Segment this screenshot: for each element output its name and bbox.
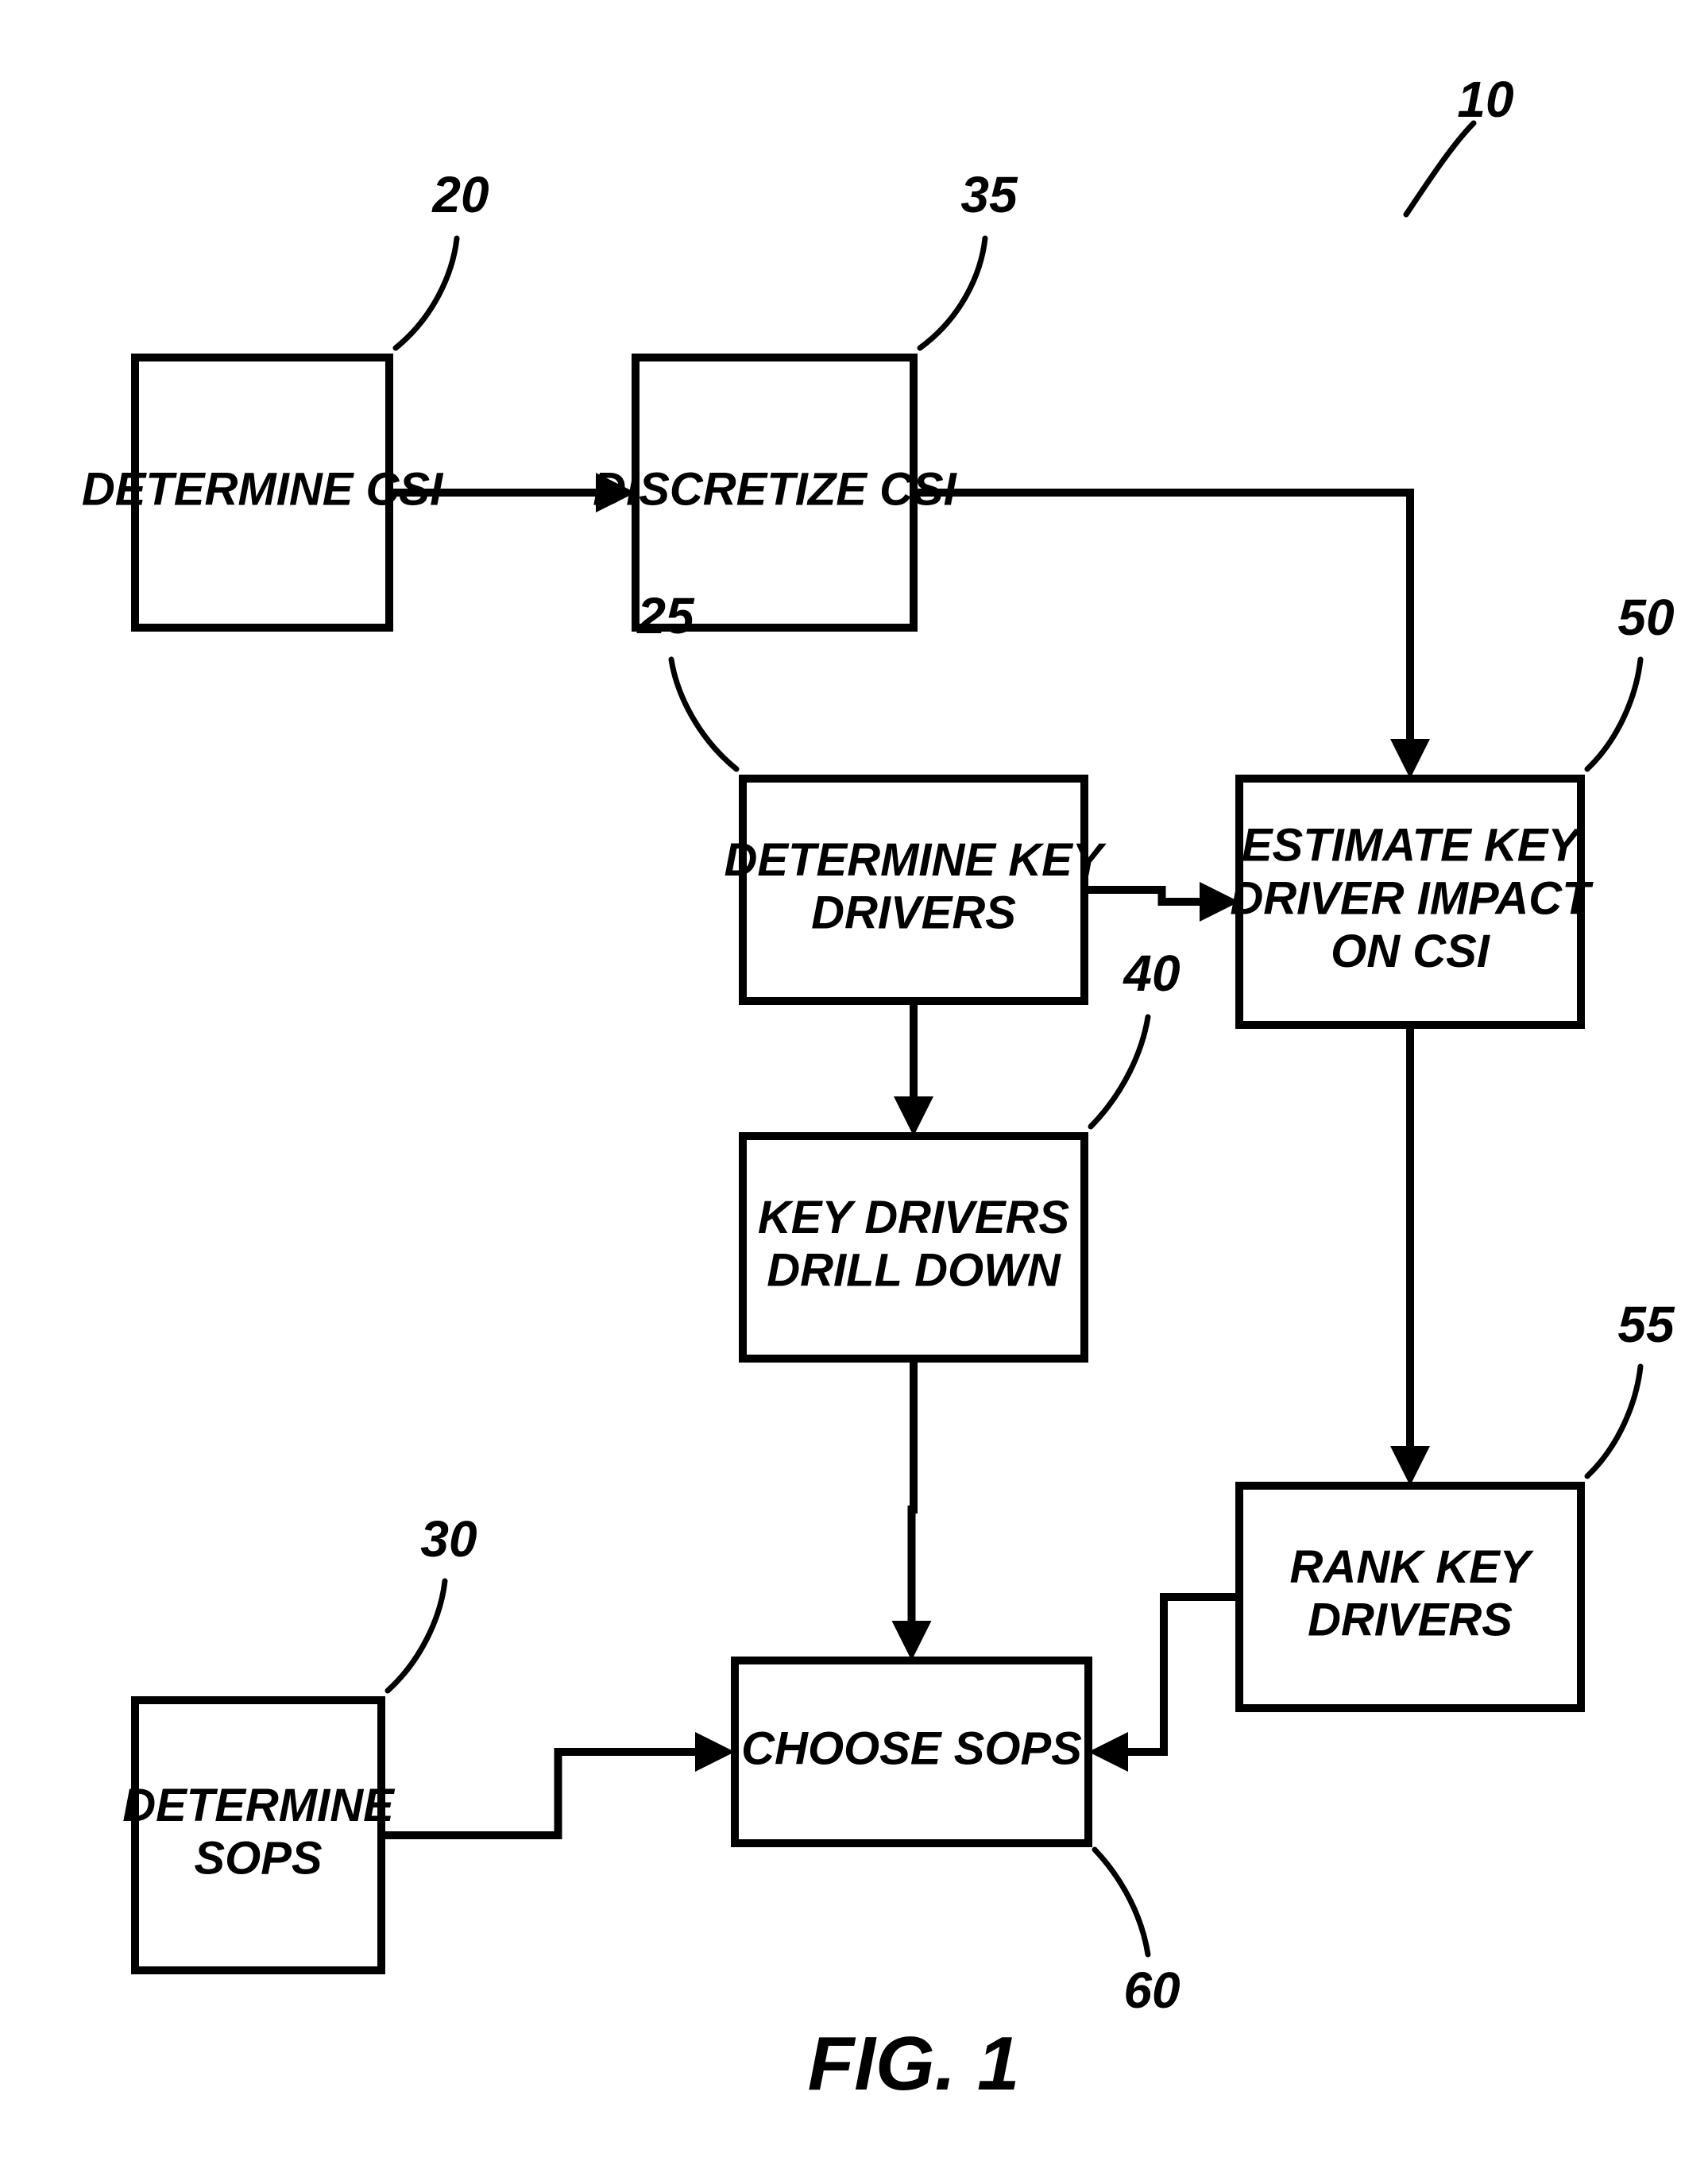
node-text: ESTIMATE KEY [1242, 820, 1583, 872]
node-text: DETERMINE KEY [725, 834, 1107, 886]
flow-edge [912, 1359, 914, 1621]
node-ref-number: 30 [420, 1510, 477, 1568]
leader-line [396, 238, 457, 348]
diagram-leader [1406, 123, 1474, 215]
arrow-head [1390, 739, 1430, 779]
node-text: CHOOSE SOPS [741, 1722, 1082, 1774]
flow-node-n30: DETERMINESOPS 30 [122, 1510, 477, 1970]
arrow-head [1390, 1446, 1430, 1486]
flow-node-n40: KEY DRIVERSDRILL DOWN 40 [743, 945, 1181, 1359]
arrow-head [894, 1096, 933, 1136]
node-ref-number: 40 [1122, 945, 1180, 1002]
node-text: DRIVER IMPACT [1230, 872, 1594, 924]
node-ref-number: 50 [1617, 589, 1674, 646]
leader-line [671, 659, 736, 769]
flow-edge [914, 493, 1410, 739]
arrow-head [892, 1621, 932, 1660]
flow-edge [1084, 890, 1200, 902]
node-ref-number: 35 [960, 166, 1018, 223]
node-ref-number: 20 [431, 166, 489, 223]
flow-node-n35: DISCRETIZE CSI 35 [593, 166, 1018, 628]
node-text: DETERMINE CSI [82, 463, 444, 515]
figure-label: FIG. 1 [808, 2021, 1020, 2106]
leader-line [920, 238, 985, 348]
node-text: ON CSI [1331, 926, 1491, 977]
flow-node-n25: DETERMINE KEYDRIVERS 25 [636, 587, 1107, 1001]
arrow-head [1088, 1732, 1128, 1772]
node-text: RANK KEY [1290, 1541, 1535, 1593]
flow-node-n50: ESTIMATE KEYDRIVER IMPACTON CSI 50 [1230, 589, 1674, 1025]
node-ref-number: 60 [1123, 1962, 1180, 2019]
leader-line [388, 1581, 445, 1691]
diagram-ref-number: 10 [1457, 71, 1513, 128]
node-text: DRIVERS [1308, 1595, 1513, 1646]
node-text: SOPS [194, 1833, 322, 1885]
node-ref-number: 25 [636, 587, 695, 644]
node-ref-number: 55 [1617, 1296, 1675, 1353]
flow-node-n55: RANK KEYDRIVERS 55 [1239, 1296, 1675, 1708]
leader-line [1587, 659, 1640, 769]
node-text: DISCRETIZE CSI [593, 463, 957, 515]
flow-edge [381, 1752, 695, 1835]
leader-line [1095, 1850, 1148, 1954]
leader-line [1091, 1017, 1148, 1127]
node-text: KEY DRIVERS [758, 1192, 1069, 1243]
node-text: DRILL DOWN [767, 1245, 1061, 1297]
flow-edge [1128, 1597, 1239, 1752]
leader-line [1587, 1367, 1640, 1476]
arrow-head [695, 1732, 735, 1772]
flow-node-n20: DETERMINE CSI 20 [82, 166, 489, 628]
node-text: DRIVERS [811, 887, 1016, 939]
flow-node-n60: CHOOSE SOPS 60 [735, 1660, 1181, 2019]
node-text: DETERMINE [122, 1780, 396, 1831]
